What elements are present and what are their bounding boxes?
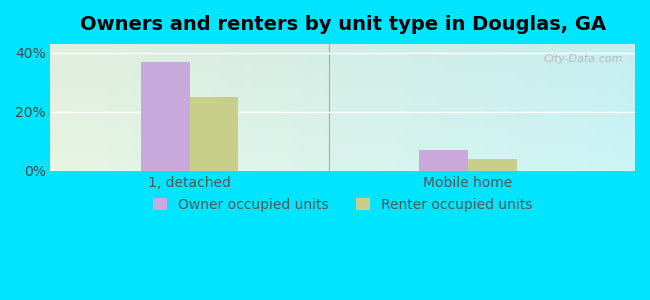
- Bar: [468, 159, 517, 171]
- Legend: Owner occupied units, Renter occupied units: Owner occupied units, Renter occupied un…: [148, 192, 538, 217]
- Title: Owners and renters by unit type in Douglas, GA: Owners and renters by unit type in Dougl…: [80, 15, 606, 34]
- Bar: [190, 97, 239, 171]
- Bar: [419, 150, 468, 171]
- Text: City-Data.com: City-Data.com: [544, 54, 623, 64]
- Bar: [141, 61, 190, 171]
